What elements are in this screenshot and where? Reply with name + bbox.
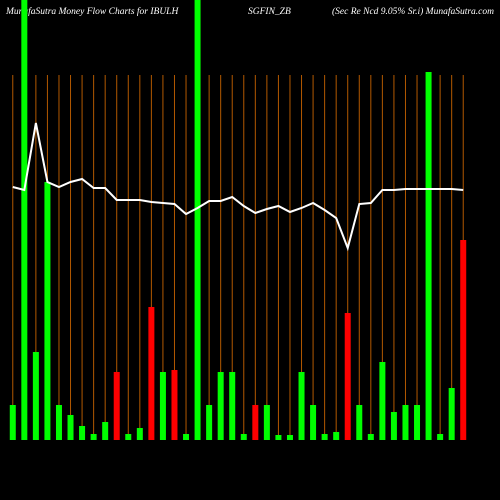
- bar: [310, 405, 317, 440]
- bar: [79, 426, 86, 440]
- bar: [171, 370, 178, 440]
- bar: [379, 362, 386, 440]
- bar: [32, 352, 39, 440]
- bar: [148, 307, 155, 440]
- bar: [321, 434, 328, 440]
- bar: [298, 372, 305, 440]
- bar: [286, 435, 293, 440]
- bar: [67, 415, 74, 440]
- bar: [437, 434, 444, 440]
- money-flow-line: [12, 122, 464, 252]
- bar: [183, 434, 190, 440]
- bar: [229, 372, 236, 440]
- bar: [425, 72, 432, 440]
- chart-title-right: (Sec Re Ncd 9.05% Sr.i) MunafaSutra.com: [332, 6, 494, 17]
- bar: [55, 405, 62, 440]
- bar: [44, 182, 51, 440]
- bar: [367, 434, 374, 440]
- bar: [390, 412, 397, 440]
- bar: [125, 434, 132, 440]
- bar: [344, 313, 351, 440]
- bar: [90, 434, 97, 440]
- bar: [159, 372, 166, 440]
- bar: [275, 435, 282, 440]
- bar: [356, 405, 363, 440]
- bar: [252, 405, 259, 440]
- bar: [333, 432, 340, 440]
- chart-title-left: MunafaSutra Money Flow Charts for IBULH: [5, 6, 179, 17]
- bar: [113, 372, 120, 440]
- bar: [102, 422, 109, 440]
- bar: [206, 405, 213, 440]
- bar: [263, 405, 270, 440]
- bar: [402, 405, 409, 440]
- bar: [414, 405, 421, 440]
- chart-title-center: SGFIN_ZB: [248, 7, 291, 17]
- bar: [21, 0, 28, 440]
- bar: [136, 428, 143, 440]
- bar: [9, 405, 16, 440]
- bar: [448, 388, 455, 440]
- bar: [217, 372, 224, 440]
- bar: [194, 0, 201, 440]
- bar: [460, 240, 467, 440]
- bar: [240, 434, 247, 440]
